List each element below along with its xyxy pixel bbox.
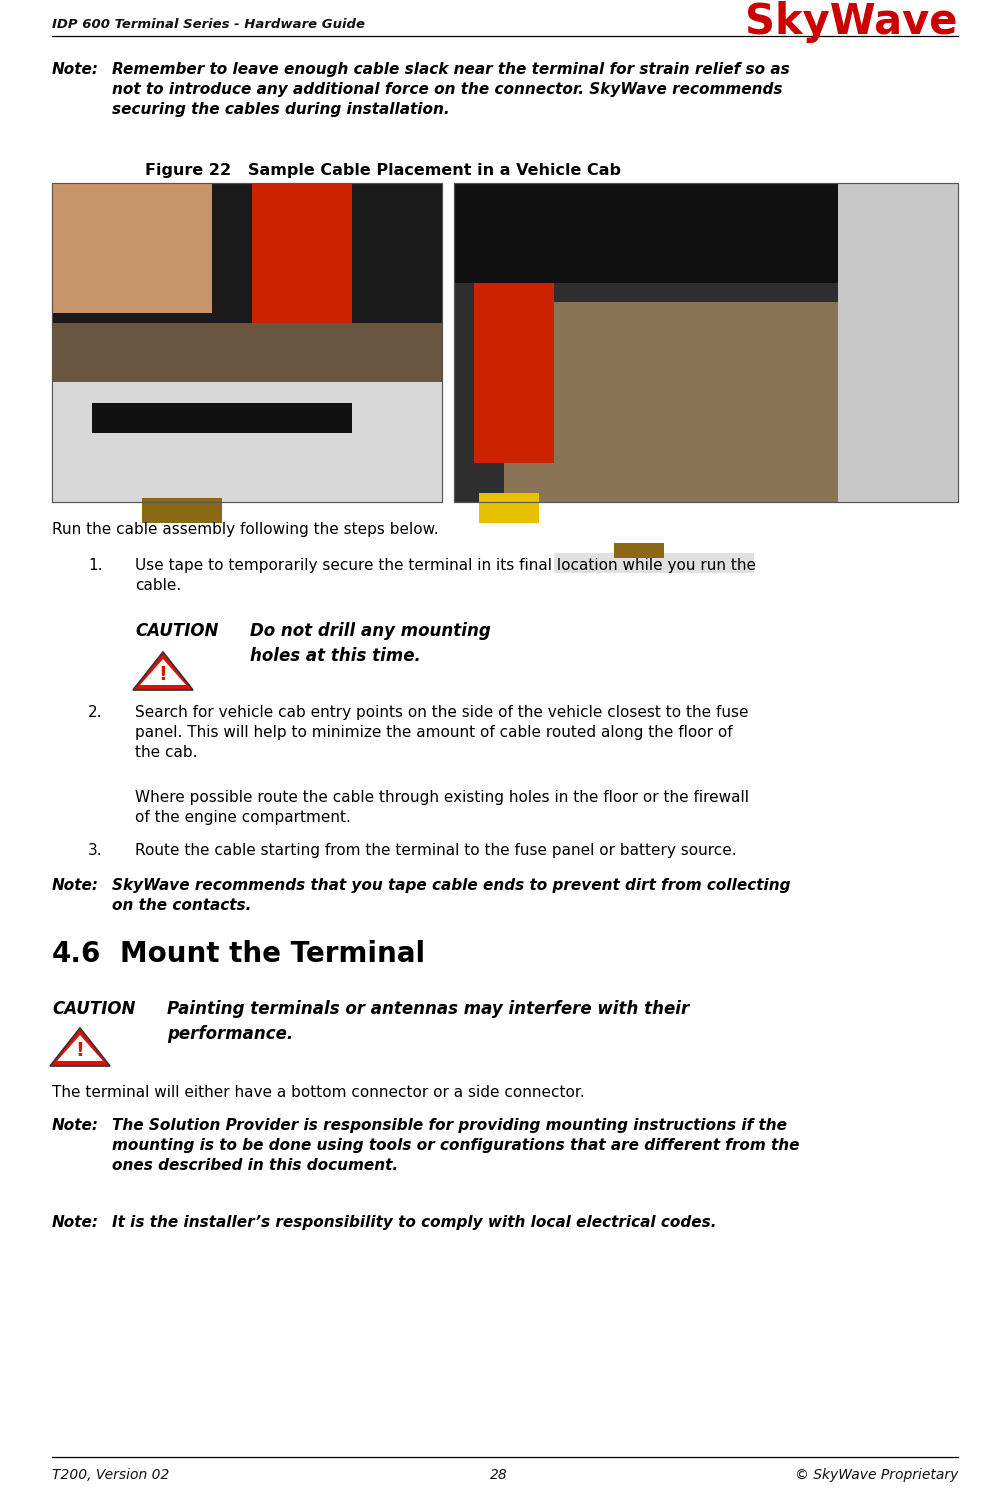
Bar xyxy=(554,552,754,573)
Bar xyxy=(92,403,352,433)
Text: Remember to leave enough cable slack near the terminal for strain relief so as
n: Remember to leave enough cable slack nea… xyxy=(112,63,789,116)
Text: 28: 28 xyxy=(490,1468,508,1483)
Polygon shape xyxy=(57,1035,103,1062)
Bar xyxy=(142,499,222,523)
Text: The terminal will either have a bottom connector or a side connector.: The terminal will either have a bottom c… xyxy=(52,1085,585,1100)
Text: Where possible route the cable through existing holes in the floor or the firewa: Where possible route the cable through e… xyxy=(135,790,749,824)
Bar xyxy=(454,184,958,502)
Text: T200, Version 02: T200, Version 02 xyxy=(52,1468,170,1483)
Bar xyxy=(252,184,352,322)
Text: !: ! xyxy=(76,1041,85,1060)
Polygon shape xyxy=(133,652,193,690)
Text: IDP 600 Terminal Series - Hardware Guide: IDP 600 Terminal Series - Hardware Guide xyxy=(52,18,365,30)
Text: 4.6: 4.6 xyxy=(52,941,102,967)
Bar xyxy=(479,493,539,523)
Bar xyxy=(52,184,442,502)
Text: CAUTION: CAUTION xyxy=(135,623,219,640)
Text: Run the cable assembly following the steps below.: Run the cable assembly following the ste… xyxy=(52,523,439,537)
Text: Do not drill any mounting
holes at this time.: Do not drill any mounting holes at this … xyxy=(250,623,491,664)
Text: Mount the Terminal: Mount the Terminal xyxy=(120,941,425,967)
Bar xyxy=(504,302,958,502)
Bar xyxy=(838,184,958,502)
Bar xyxy=(52,382,442,502)
Text: Note:: Note: xyxy=(52,878,99,893)
Polygon shape xyxy=(50,1029,110,1066)
Polygon shape xyxy=(140,658,186,685)
Text: Search for vehicle cab entry points on the side of the vehicle closest to the fu: Search for vehicle cab entry points on t… xyxy=(135,705,748,760)
Text: Note:: Note: xyxy=(52,1118,99,1133)
Bar xyxy=(474,284,554,463)
Text: Route the cable starting from the terminal to the fuse panel or battery source.: Route the cable starting from the termin… xyxy=(135,844,737,858)
Bar xyxy=(454,184,958,502)
Text: Use tape to temporarily secure the terminal in its final location while you run : Use tape to temporarily secure the termi… xyxy=(135,558,756,593)
Text: !: ! xyxy=(159,664,168,684)
Text: 2.: 2. xyxy=(88,705,103,720)
Bar xyxy=(52,184,212,314)
Text: SkyWave: SkyWave xyxy=(746,1,958,43)
Bar xyxy=(454,184,958,284)
Text: 3.: 3. xyxy=(88,844,103,858)
Text: Painting terminals or antennas may interfere with their
performance.: Painting terminals or antennas may inter… xyxy=(167,1000,690,1044)
Bar xyxy=(52,184,442,322)
Text: It is the installer’s responsibility to comply with local electrical codes.: It is the installer’s responsibility to … xyxy=(112,1215,717,1230)
Text: The Solution Provider is responsible for providing mounting instructions if the
: The Solution Provider is responsible for… xyxy=(112,1118,799,1172)
Text: Note:: Note: xyxy=(52,63,99,78)
Text: CAUTION: CAUTION xyxy=(52,1000,136,1018)
Bar xyxy=(614,543,664,558)
Text: Figure 22   Sample Cable Placement in a Vehicle Cab: Figure 22 Sample Cable Placement in a Ve… xyxy=(145,163,621,178)
Bar xyxy=(52,184,442,502)
Text: 1.: 1. xyxy=(88,558,103,573)
Text: SkyWave recommends that you tape cable ends to prevent dirt from collecting
on t: SkyWave recommends that you tape cable e… xyxy=(112,878,790,912)
Text: © SkyWave Proprietary: © SkyWave Proprietary xyxy=(794,1468,958,1483)
Text: Note:: Note: xyxy=(52,1215,99,1230)
